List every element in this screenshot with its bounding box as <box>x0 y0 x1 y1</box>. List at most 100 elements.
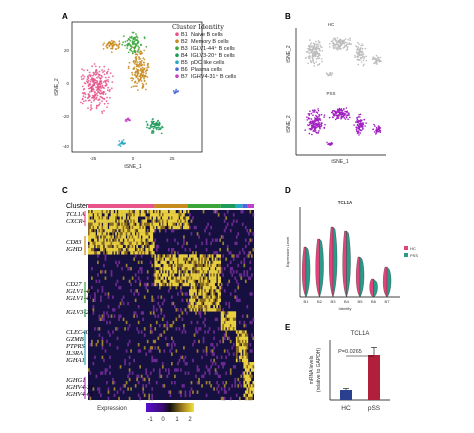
panel-c-heat-cell <box>214 257 217 261</box>
panel-c-heat-cell <box>124 358 126 363</box>
panel-c-heat-cell <box>216 381 218 385</box>
panel-c-heat-cell <box>133 292 135 296</box>
panel-a-point <box>86 69 89 72</box>
panel-c-heat-cell <box>149 225 152 230</box>
panel-c-heat-cell <box>146 289 149 293</box>
panel-c-heat-cell <box>118 396 120 401</box>
panel-c-heat-cell <box>125 251 128 255</box>
panel-b-point <box>330 141 333 144</box>
panel-c-heat-cell <box>181 282 184 287</box>
panel-b-point <box>333 109 335 112</box>
panel-a-point <box>91 96 93 99</box>
panel-b-point <box>347 118 349 121</box>
panel-a-point <box>110 87 113 90</box>
panel-c-heat-cell <box>192 276 194 280</box>
panel-c-heat-cell <box>193 295 196 299</box>
panel-a-point <box>111 44 114 47</box>
panel-c-heat-cell <box>91 339 93 344</box>
panel-c-heat-cell <box>104 222 107 227</box>
panel-c-heat-cell <box>155 257 158 261</box>
panel-c-heat-cell <box>101 289 104 293</box>
panel-c-heat-cell <box>89 225 92 230</box>
panel-c-heat-cell <box>95 210 98 214</box>
panel-b-point <box>344 41 347 43</box>
panel-c-heat-cell <box>128 279 131 284</box>
panel-c-heat-cell <box>204 295 206 299</box>
panel-c-heat-cell <box>146 216 149 220</box>
panel-c-heat-cell <box>171 362 173 366</box>
panel-c-heat-cell <box>128 213 131 217</box>
panel-c-heat-cell <box>226 248 229 252</box>
panel-c-heat-cell <box>151 396 154 401</box>
panel-a-point <box>102 48 105 50</box>
panel-c-heat-cell <box>115 244 117 249</box>
panel-c-heat-cell <box>216 270 218 274</box>
panel-c-heat-cell <box>180 286 182 290</box>
panel-c-heat-cell <box>217 390 220 394</box>
panel-c-heat-cell <box>241 343 244 347</box>
panel-c-heat-cell <box>208 308 211 312</box>
panel-c-heat-cell <box>235 355 238 360</box>
panel-c-heat-cell <box>154 267 157 271</box>
panel-c-heat-cell <box>109 320 111 325</box>
panel-c-heat-cell <box>252 317 255 322</box>
panel-c-heat-cell <box>180 270 182 274</box>
panel-c-heat-cell <box>155 279 158 284</box>
panel-c-heat-cell <box>249 251 252 255</box>
panel-c-heat-cell <box>131 232 134 236</box>
panel-a-point <box>130 35 133 38</box>
panel-a-point <box>108 44 111 47</box>
panel-c-heat-cell <box>121 219 123 223</box>
panel-c-heat-cell <box>186 311 188 315</box>
panel-c-heat-cell <box>149 324 152 328</box>
panel-c-heat-cell <box>125 263 128 268</box>
panel-c-heat-cell <box>146 251 149 255</box>
panel-c-heat-cell <box>122 216 125 220</box>
panel-c-heat-cell <box>183 358 185 363</box>
panel-c-heat-cell <box>98 314 101 318</box>
panel-a-point <box>99 77 102 80</box>
panel-c-heat-cell <box>180 210 182 214</box>
panel-c-heat-cell <box>178 219 181 223</box>
panel-c-heat-cell <box>175 225 178 230</box>
panel-c-heat-cell <box>174 263 176 268</box>
panel-b-point <box>344 38 347 40</box>
panel-c-heat-cell <box>134 219 137 223</box>
panel-c-legend-gradient <box>146 403 194 412</box>
panel-c-heat-cell <box>204 270 206 274</box>
panel-a-point <box>111 42 114 44</box>
panel-c-heat-cell <box>237 346 240 350</box>
panel-c-heat-cell <box>101 235 104 239</box>
panel-b-point <box>377 56 379 58</box>
panel-c-heat-cell <box>104 219 107 223</box>
panel-c-heat-cell <box>100 393 102 398</box>
panel-c-heat-cell <box>181 257 184 261</box>
panel-c-heat-cell <box>202 289 205 293</box>
panel-c-heat-cell <box>161 210 164 214</box>
panel-c-heat-cell <box>100 295 102 299</box>
panel-c-heat-cell <box>106 248 108 252</box>
panel-c-heat-cell <box>101 219 104 223</box>
panel-c-heat-cell <box>157 273 160 277</box>
panel-c-heat-cell <box>177 216 179 220</box>
panel-b-point <box>331 72 333 74</box>
panel-c-heat-cell <box>109 241 111 246</box>
panel-a-point <box>81 85 84 88</box>
panel-c-heat-cell <box>104 244 107 249</box>
panel-c-heat-cell <box>202 282 205 287</box>
panel-c-heat-cell <box>192 263 194 268</box>
panel-c-heat-cell <box>246 270 249 274</box>
panel-c-heat-cell <box>231 327 234 331</box>
panel-c-heat-cell <box>220 396 223 401</box>
panel-c-heat-cell <box>131 222 134 227</box>
panel-c-heat-cell <box>136 216 138 220</box>
panel-c-heat-cell <box>238 381 241 385</box>
panel-c-heat-cell <box>244 374 247 379</box>
panel-c-heat-cell <box>211 238 214 242</box>
panel-c-heat-cell <box>116 222 119 227</box>
panel-b-point <box>355 126 358 128</box>
panel-c-heat-cell <box>163 349 166 353</box>
panel-c-heat-cell <box>223 333 226 337</box>
panel-c-heat-cell <box>217 295 220 299</box>
